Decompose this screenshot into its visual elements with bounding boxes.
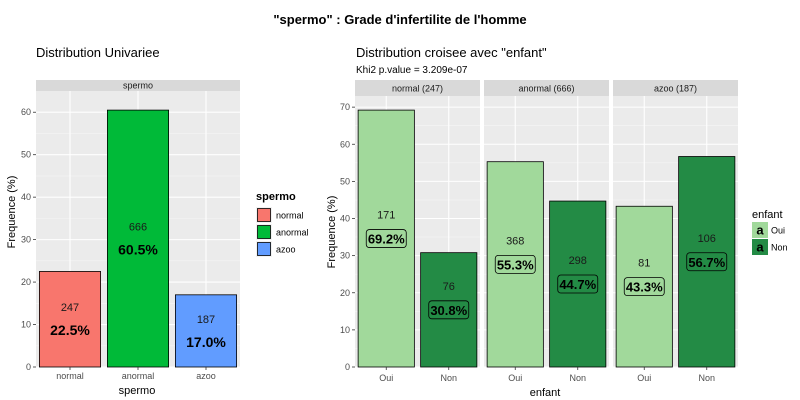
y-tick-label: 20 — [21, 277, 31, 287]
legend-key-azoo — [257, 242, 271, 256]
y-tick-label: 40 — [340, 214, 350, 224]
facet-strip — [355, 80, 480, 97]
legend-key-Non — [752, 239, 768, 255]
count-label: 76 — [443, 281, 455, 293]
percent-label: 43.3% — [626, 280, 663, 295]
percent-label-normal: 22.5% — [50, 322, 90, 338]
percent-label: 30.8% — [430, 303, 467, 318]
y-tick-label: 0 — [345, 362, 350, 372]
univariate-chart-title: Distribution Univariee — [36, 45, 160, 60]
percent-label: 69.2% — [368, 232, 405, 247]
spermo-legend-title: spermo — [256, 191, 296, 203]
x-tick-label: Non — [698, 373, 715, 383]
y-tick-label: 60 — [21, 107, 31, 117]
x-tick-label: Oui — [379, 373, 393, 383]
x-tick-label: azoo — [196, 371, 216, 381]
count-label-azoo: 187 — [197, 314, 215, 326]
percent-label: 44.7% — [559, 277, 596, 292]
y-tick-label: 70 — [340, 102, 350, 112]
y-tick-label: 50 — [340, 176, 350, 186]
y-tick-label: 20 — [340, 288, 350, 298]
legend-key-anormal — [257, 225, 271, 239]
univariate-x-axis-label: spermo — [119, 385, 156, 397]
percent-label-anormal: 60.5% — [118, 242, 158, 258]
univariate-y-axis-label: Frequence (%) — [6, 176, 18, 249]
percent-label: 55.3% — [497, 257, 534, 272]
count-label-anormal: 666 — [129, 222, 147, 234]
percent-label-box — [686, 252, 728, 272]
legend-label-Non: Non — [771, 243, 788, 253]
percent-label-azoo: 17.0% — [186, 334, 226, 350]
y-tick-label: 60 — [340, 139, 350, 149]
bar-normal — [39, 271, 102, 368]
facet-strip — [484, 80, 609, 97]
count-label: 368 — [506, 235, 524, 247]
y-tick-label: 40 — [21, 192, 31, 202]
legend-key-Oui — [752, 222, 768, 238]
x-tick-label: Non — [440, 373, 457, 383]
x-tick-label: Oui — [637, 373, 651, 383]
y-tick-label: 30 — [340, 251, 350, 261]
legend-key-normal — [257, 208, 271, 222]
y-tick-label: 0 — [26, 362, 31, 372]
y-tick-label: 10 — [340, 325, 350, 335]
bar-anormal — [107, 109, 170, 368]
facet-strip-label: normal (247) — [392, 84, 443, 94]
count-label: 106 — [698, 233, 716, 245]
cross-x-axis-label: enfant — [530, 387, 561, 399]
univariate-plot-panel: spermo 0 10 20 30 40 50 60 247 22.5% normal 666 60.5… — [21, 80, 240, 381]
x-tick-label: Non — [569, 373, 586, 383]
percent-label-box — [428, 300, 470, 320]
x-tick-label: anormal — [122, 371, 155, 381]
spermo-legend: spermo normal anormal azoo — [256, 191, 309, 257]
cross-y-axis-label: Frequence (%) — [326, 196, 338, 269]
facet-strip-spermo — [36, 80, 240, 92]
legend-label-anormal: anormal — [276, 228, 309, 238]
facet-strip-label: spermo — [123, 81, 153, 91]
count-label: 81 — [638, 258, 650, 270]
y-tick-label: 50 — [21, 150, 31, 160]
legend-label-normal: normal — [276, 211, 304, 221]
x-tick-label: Oui — [508, 373, 522, 383]
y-tick-label: 30 — [21, 235, 31, 245]
cross-chart-title: Distribution croisee avec "enfant" — [356, 45, 547, 60]
page-title: "spermo" : Grade d'infertilite de l'homm… — [273, 12, 526, 27]
count-label: 298 — [569, 255, 587, 267]
count-label: 171 — [377, 210, 395, 222]
legend-key-glyph: a — [756, 223, 764, 238]
percent-label-box — [557, 274, 599, 294]
facet-strip-label: anormal (666) — [518, 84, 574, 94]
x-tick-label: normal — [56, 371, 84, 381]
percent-label-box — [365, 229, 407, 248]
bar-azoo — [174, 294, 237, 368]
enfant-legend-title: enfant — [752, 209, 783, 221]
count-label-normal: 247 — [61, 302, 79, 314]
legend-label-Oui: Oui — [771, 226, 785, 236]
percent-label-box — [494, 254, 536, 274]
percent-label: 56.7% — [688, 255, 725, 270]
y-tick-label: 10 — [21, 320, 31, 330]
legend-key-glyph: a — [756, 240, 764, 255]
cross-plot-panel: 0 10 20 30 40 50 60 70 normal (247) 171 69.2% Oui 76… — [340, 80, 738, 383]
percent-label-box — [623, 277, 665, 297]
facet-strip — [613, 80, 738, 97]
legend-label-azoo: azoo — [276, 245, 296, 255]
cross-chart-subtitle: Khi2 p.value = 3.209e-07 — [356, 65, 468, 76]
facet-strip-label: azoo (187) — [654, 84, 697, 94]
